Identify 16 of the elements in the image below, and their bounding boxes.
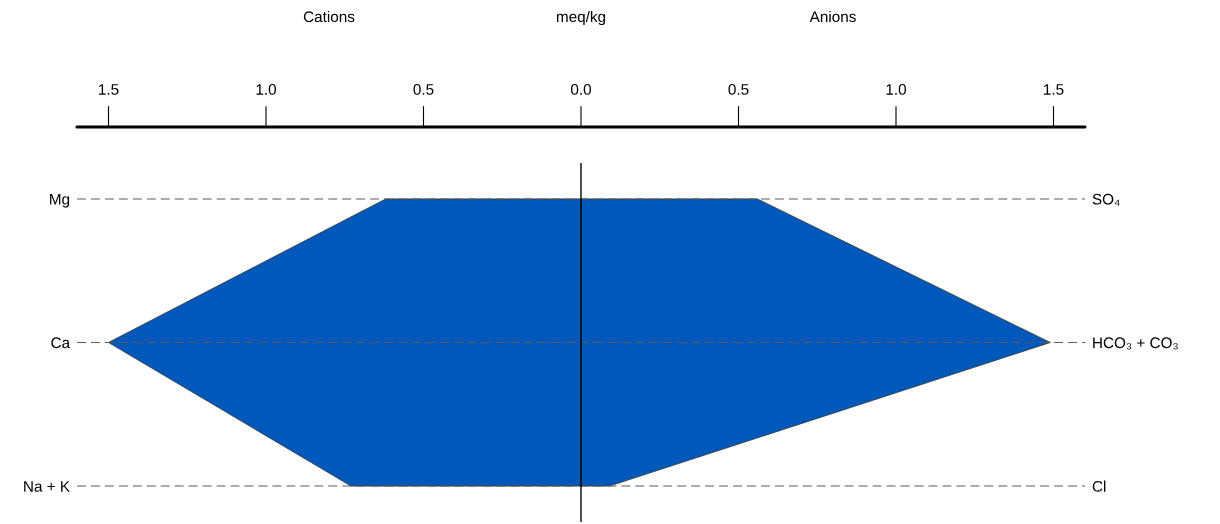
x-tick-label: 1.5	[1044, 84, 1064, 95]
y2-tick-label: HCO₃ + CO₃	[1093, 337, 1178, 350]
x-tick-label: 0.5	[728, 84, 749, 95]
x-tick-label: 1.0	[256, 84, 277, 95]
x-tick-label: 0.0	[570, 84, 592, 95]
x-axis-title: meq/kg	[556, 10, 606, 26]
x-tick-label: 0.5	[413, 84, 434, 95]
x-tick-label: 1.5	[99, 84, 119, 95]
y-tick-label: Ca	[51, 337, 71, 349]
x-tick-label: 1.0	[886, 84, 907, 95]
y2-tick-label: SO₄	[1092, 193, 1120, 206]
y2-tick-label: Cl	[1092, 480, 1106, 492]
text: Cations	[303, 10, 355, 23]
y-tick-label: Mg	[50, 193, 70, 208]
text: Anions	[809, 10, 856, 23]
y-tick-label: Na + K	[24, 481, 70, 492]
